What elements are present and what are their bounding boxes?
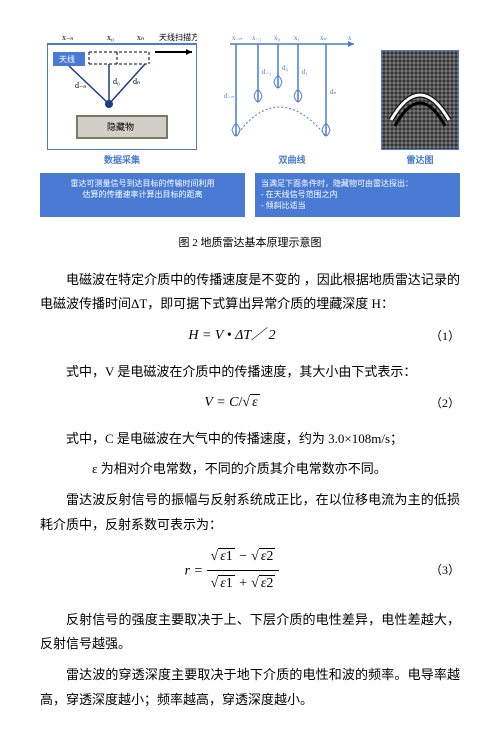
- panel1-caption: 数据采集: [104, 152, 140, 169]
- svg-text:d₁: d₁: [302, 68, 308, 76]
- svg-text:x₋ₙ: x₋ₙ: [232, 34, 242, 42]
- svg-text:天线: 天线: [59, 54, 75, 64]
- figure-caption: 图 2 地质雷达基本原理示意图: [40, 233, 460, 254]
- svg-text:d₀: d₀: [113, 77, 120, 86]
- svg-text:d₋ₙ: d₋ₙ: [224, 92, 234, 100]
- para-2: 式中，V 是电磁波在介质中的传播速度，其大小由下式表示：: [40, 360, 460, 385]
- radar-image: [381, 50, 459, 150]
- equation-2: V = C/ε: [40, 390, 424, 417]
- svg-text:d₀: d₀: [282, 64, 289, 72]
- figure-panels-row: x₋ₙ x₀ xₙ 天线扫描方向 天线 d₋ₙ d₀ dₙ: [40, 30, 460, 169]
- hyperbola-diagram: x₋ₙ x₋₁ x₀ x₁ xₙ x: [222, 30, 362, 150]
- panel-hyperbola: x₋ₙ x₋₁ x₀ x₁ xₙ x: [210, 30, 374, 169]
- panel3-caption: 雷达图: [406, 152, 433, 169]
- panel2-caption: 双曲线: [278, 152, 305, 169]
- svg-text:x₀: x₀: [107, 33, 114, 42]
- svg-text:隐藏物: 隐藏物: [107, 121, 134, 132]
- callout2-line1: 当满足下面条件时，隐藏物可由雷达探出：: [261, 178, 454, 189]
- para-5: 反射信号的强度主要取决于上、下层介质的电性差异，电性差越大，反射信号越强。: [40, 608, 460, 657]
- equation-3: r = ε1 − ε2 ε1 + ε2: [40, 544, 424, 598]
- figure-callouts: 雷达可测量信号到达目标的传输时间利用 估算的传播速率计算出目标的距离 当满足下面…: [40, 173, 460, 217]
- equation-2-number: （2）: [424, 392, 460, 415]
- para-6: 雷达波的穿透深度主要取决于地下介质的电性和波的频率。电导率越高，穿透深度越小；频…: [40, 663, 460, 712]
- para-3a: 式中，C 是电磁波在大气中的传播速度，约为 3.0×108m/s；: [40, 427, 460, 452]
- para-1: 电磁波在特定介质中的传播速度是不变的 ，因此根据地质雷达记录的电磁波传播时间ΔT…: [40, 268, 460, 317]
- callout2-line2: - 在天线信号范围之内: [261, 189, 454, 200]
- callout2-line3: - 倾斜比适当: [261, 200, 454, 211]
- equation-2-row: V = C/ε （2）: [40, 390, 460, 417]
- callout-right: 当满足下面条件时，隐藏物可由雷达探出： - 在天线信号范围之内 - 倾斜比适当: [255, 173, 460, 217]
- panel-acquisition: x₋ₙ x₀ xₙ 天线扫描方向 天线 d₋ₙ d₀ dₙ: [40, 30, 204, 169]
- svg-text:x₀: x₀: [274, 34, 281, 42]
- equation-1-number: （1）: [424, 325, 460, 348]
- svg-text:xₙ: xₙ: [137, 33, 144, 42]
- svg-text:x: x: [348, 34, 352, 42]
- acquisition-diagram: x₋ₙ x₀ xₙ 天线扫描方向 天线 d₋ₙ d₀ dₙ: [47, 30, 197, 150]
- callout1-line2: 估算的传播速率计算出目标的距离: [46, 189, 239, 200]
- svg-text:d₋₁: d₋₁: [262, 68, 272, 76]
- svg-text:天线扫描方向: 天线扫描方向: [159, 32, 197, 42]
- svg-text:dₙ: dₙ: [330, 88, 337, 96]
- panel-radar-image: 雷达图: [380, 50, 460, 169]
- equation-1-row: H = V • ΔT／ 2 （1）: [40, 323, 460, 350]
- callout1-line1: 雷达可测量信号到达目标的传输时间利用: [46, 178, 239, 189]
- para-3b: ε 为相对介电常数，不同的介质其介电常数亦不同。: [40, 457, 460, 482]
- svg-text:x₋₁: x₋₁: [252, 34, 262, 42]
- callout-left: 雷达可测量信号到达目标的传输时间利用 估算的传播速率计算出目标的距离: [40, 173, 245, 217]
- svg-text:x₁: x₁: [294, 34, 300, 42]
- figure-2: x₋ₙ x₀ xₙ 天线扫描方向 天线 d₋ₙ d₀ dₙ: [40, 30, 460, 254]
- svg-text:x₋ₙ: x₋ₙ: [62, 33, 73, 42]
- equation-3-number: （3）: [424, 559, 460, 582]
- svg-text:xₙ: xₙ: [320, 34, 327, 42]
- svg-text:d₋ₙ: d₋ₙ: [75, 81, 86, 90]
- equation-1: H = V • ΔT／ 2: [40, 323, 424, 350]
- para-4: 雷达波反射信号的振幅与反射系统成正比，在以位移电流为主的低损耗介质中，反射系数可…: [40, 488, 460, 537]
- svg-text:dₙ: dₙ: [133, 77, 140, 86]
- equation-3-row: r = ε1 − ε2 ε1 + ε2 （3）: [40, 544, 460, 598]
